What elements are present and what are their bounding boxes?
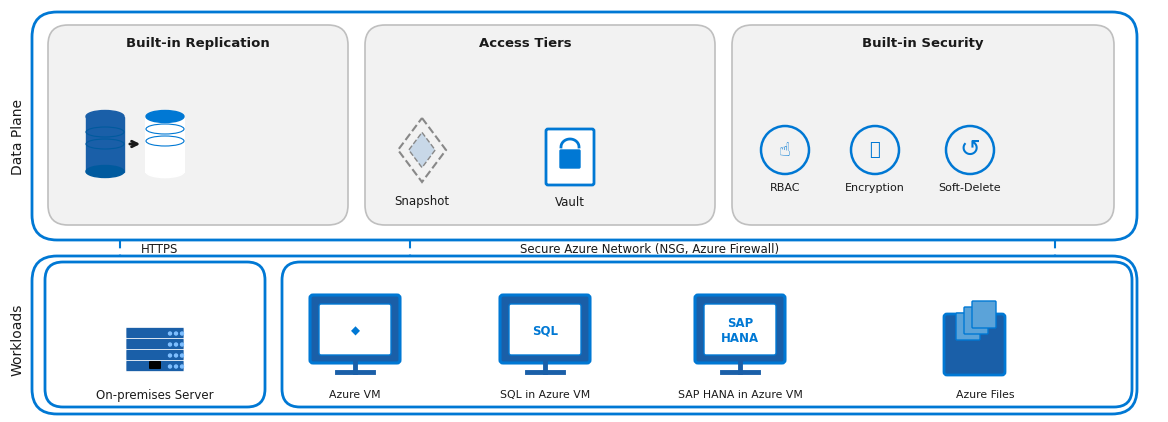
Text: HTTPS: HTTPS xyxy=(141,243,179,255)
FancyBboxPatch shape xyxy=(972,301,996,328)
FancyBboxPatch shape xyxy=(46,262,265,407)
Text: Data Plane: Data Plane xyxy=(11,99,25,175)
Circle shape xyxy=(181,365,183,368)
FancyBboxPatch shape xyxy=(695,295,785,363)
Circle shape xyxy=(181,332,183,335)
FancyBboxPatch shape xyxy=(319,304,391,355)
Text: ◆: ◆ xyxy=(350,325,360,338)
FancyBboxPatch shape xyxy=(364,25,715,225)
FancyBboxPatch shape xyxy=(126,360,185,371)
FancyBboxPatch shape xyxy=(500,295,590,363)
Polygon shape xyxy=(409,133,436,168)
Text: SAP
HANA: SAP HANA xyxy=(721,317,759,345)
Text: ☝: ☝ xyxy=(779,141,791,160)
FancyBboxPatch shape xyxy=(944,314,1004,375)
FancyBboxPatch shape xyxy=(126,338,185,349)
FancyBboxPatch shape xyxy=(964,307,988,334)
Text: Built-in Security: Built-in Security xyxy=(862,36,983,49)
Text: RBAC: RBAC xyxy=(770,183,800,193)
FancyBboxPatch shape xyxy=(150,361,161,369)
Text: Secure Azure Network (NSG, Azure Firewall): Secure Azure Network (NSG, Azure Firewal… xyxy=(521,243,779,255)
Ellipse shape xyxy=(146,165,185,178)
Ellipse shape xyxy=(86,111,124,122)
Text: Workloads: Workloads xyxy=(11,304,25,376)
Text: Snapshot: Snapshot xyxy=(395,195,450,208)
FancyBboxPatch shape xyxy=(32,12,1136,240)
Circle shape xyxy=(168,354,172,357)
Bar xyxy=(146,116,185,171)
Text: On-premises Server: On-premises Server xyxy=(96,389,214,401)
Circle shape xyxy=(174,354,178,357)
Circle shape xyxy=(174,343,178,346)
Text: 🔑: 🔑 xyxy=(870,141,881,159)
FancyBboxPatch shape xyxy=(545,129,595,185)
FancyBboxPatch shape xyxy=(732,25,1114,225)
Circle shape xyxy=(168,332,172,335)
Circle shape xyxy=(181,354,183,357)
FancyBboxPatch shape xyxy=(281,262,1132,407)
FancyBboxPatch shape xyxy=(32,256,1136,414)
Ellipse shape xyxy=(86,165,124,178)
Circle shape xyxy=(174,332,178,335)
Text: Encryption: Encryption xyxy=(846,183,905,193)
FancyBboxPatch shape xyxy=(48,25,348,225)
FancyBboxPatch shape xyxy=(559,150,580,168)
Text: Azure VM: Azure VM xyxy=(329,390,381,400)
Text: SQL: SQL xyxy=(531,325,558,338)
Circle shape xyxy=(181,343,183,346)
Circle shape xyxy=(168,365,172,368)
Text: ↺: ↺ xyxy=(959,138,980,162)
Ellipse shape xyxy=(146,111,185,122)
FancyBboxPatch shape xyxy=(704,304,776,355)
Circle shape xyxy=(168,343,172,346)
Text: Vault: Vault xyxy=(555,195,585,208)
Bar xyxy=(86,116,124,171)
FancyBboxPatch shape xyxy=(126,327,185,338)
Text: Built-in Replication: Built-in Replication xyxy=(126,36,270,49)
FancyBboxPatch shape xyxy=(509,304,580,355)
Text: Soft-Delete: Soft-Delete xyxy=(939,183,1001,193)
Text: Access Tiers: Access Tiers xyxy=(479,36,571,49)
Text: SAP HANA in Azure VM: SAP HANA in Azure VM xyxy=(677,390,802,400)
FancyBboxPatch shape xyxy=(126,349,185,360)
Text: Azure Files: Azure Files xyxy=(955,390,1014,400)
FancyBboxPatch shape xyxy=(955,313,980,340)
Circle shape xyxy=(174,365,178,368)
FancyBboxPatch shape xyxy=(310,295,399,363)
Text: SQL in Azure VM: SQL in Azure VM xyxy=(500,390,590,400)
